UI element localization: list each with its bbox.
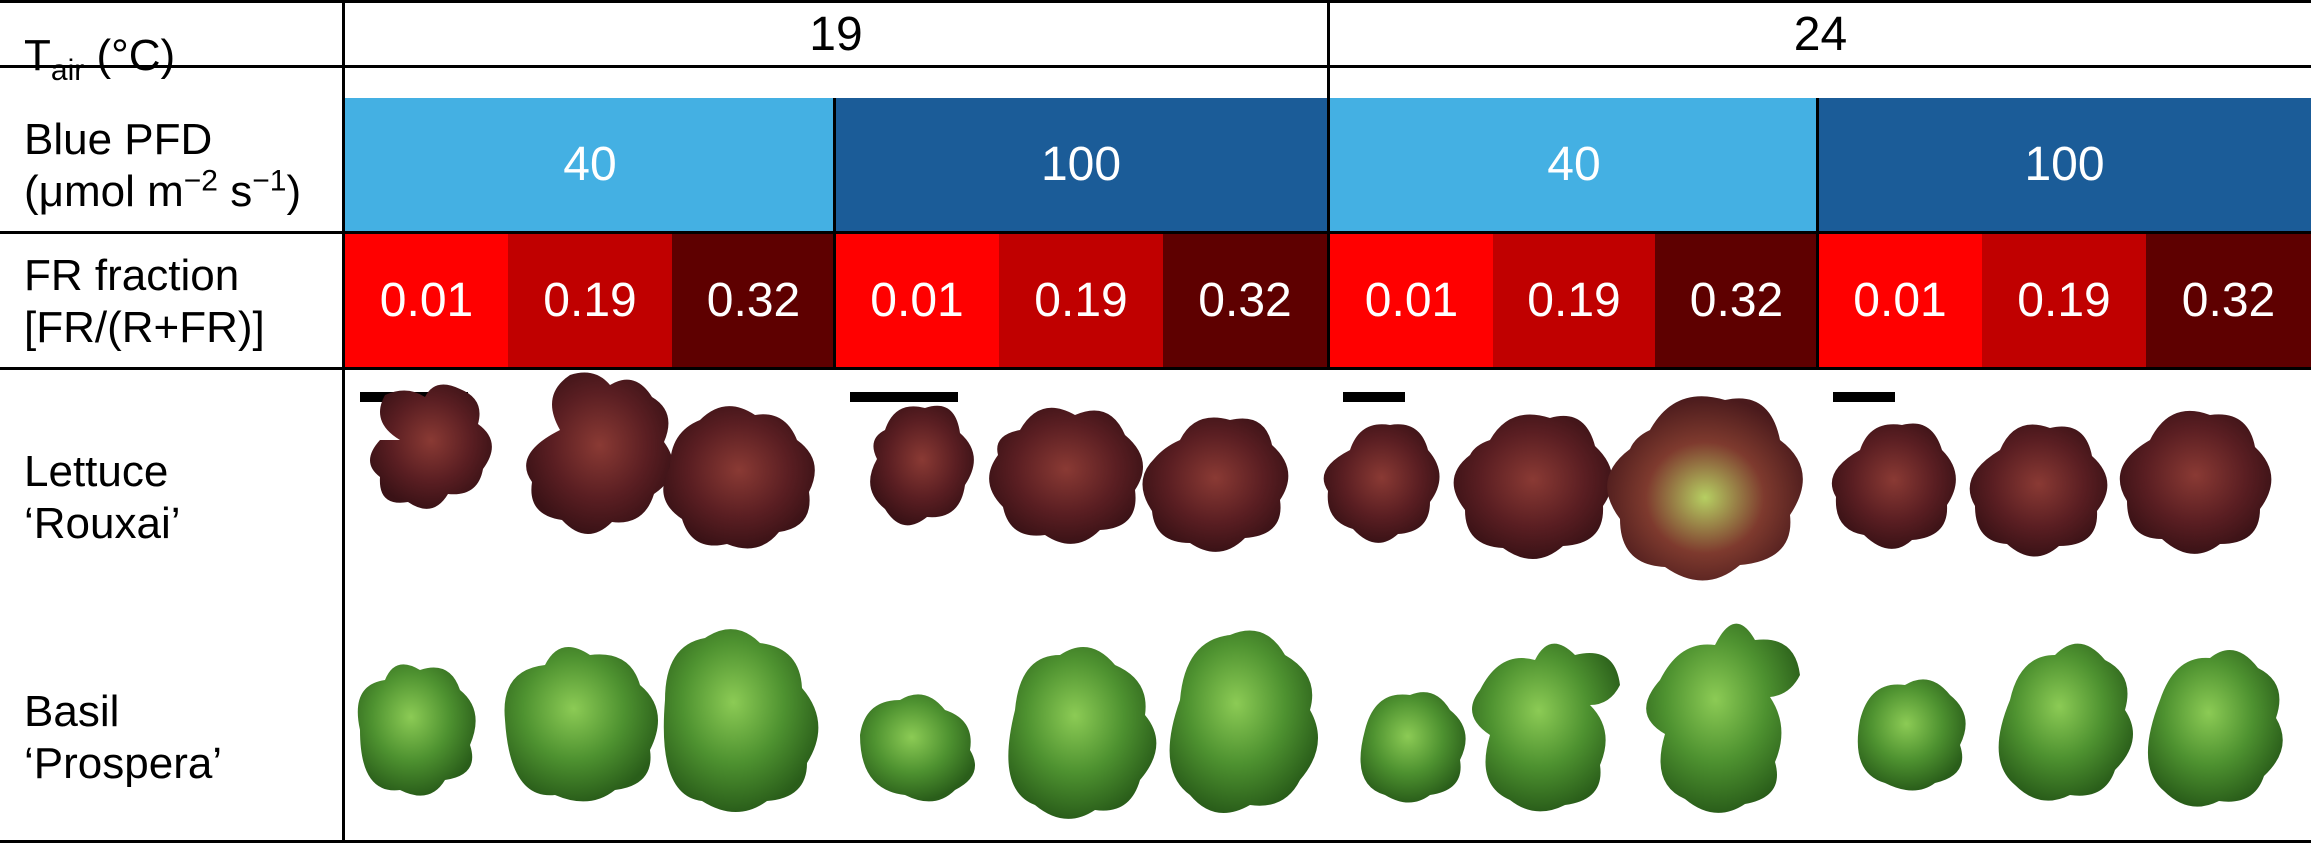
basil-plant-photo <box>504 647 658 802</box>
lettuce-plant-photo <box>1831 423 1956 549</box>
basil-plant-photo <box>1472 643 1620 812</box>
lettuce-plant-photo <box>370 384 492 509</box>
basil-plant-photo <box>663 629 819 812</box>
fr-fraction-cell: 0.19 <box>508 234 672 367</box>
label-column-divider <box>342 0 345 843</box>
row-divider <box>0 367 2311 370</box>
table-border-top <box>0 0 2311 3</box>
scale-bar <box>1833 392 1895 402</box>
basil-plant-photo <box>1857 679 1966 791</box>
basil-plant-photo <box>1008 647 1157 819</box>
blue-pfd-cell: 100 <box>1818 98 2311 231</box>
fr-fraction-cell: 0.32 <box>2146 234 2311 367</box>
basil-label-line1: Basil <box>24 687 120 736</box>
fr-fraction-cell: 0.01 <box>345 234 508 367</box>
lettuce-label-line1: Lettuce <box>24 447 169 496</box>
basil-row-label: Basil ‘Prospera’ <box>24 686 222 790</box>
fr-label-line2: [FR/(R+FR)] <box>24 303 265 352</box>
temperature-19-header: 19 <box>809 7 863 61</box>
tair-unit: (°C) <box>84 31 176 80</box>
lettuce-plant-photo <box>526 372 673 535</box>
basil-plant-photo <box>357 664 476 796</box>
lettuce-plant-photo <box>663 406 815 549</box>
fr-fraction-cell: 0.32 <box>672 234 835 367</box>
fr-fraction-cell: 0.01 <box>835 234 999 367</box>
lettuce-plant-photo <box>870 405 974 526</box>
basil-label-line2: ‘Prospera’ <box>24 739 223 788</box>
tair-symbol: T <box>24 31 51 80</box>
blue-pfd-cell: 100 <box>835 98 1327 231</box>
row-divider <box>0 231 2311 234</box>
blue-pfd-row-label: Blue PFD (μmol m−2 s−1) <box>24 114 301 218</box>
fr-fraction-cell: 0.32 <box>1163 234 1327 367</box>
scale-bar <box>850 392 958 402</box>
lettuce-plant-photo <box>2119 410 2272 554</box>
lettuce-label-line2: ‘Rouxai’ <box>24 499 181 548</box>
blue-pfd-divider <box>833 98 836 367</box>
blue-pfd-cell: 40 <box>345 98 835 231</box>
lettuce-plant-photo <box>1323 424 1440 543</box>
tair-subscript: air <box>50 53 85 87</box>
fr-label-line1: FR fraction <box>24 251 240 300</box>
basil-plant-photo <box>1360 692 1466 803</box>
fr-fraction-cell: 0.01 <box>1818 234 1982 367</box>
blue-pfd-label-line2: (μmol m−2 s−1) <box>24 164 302 216</box>
lettuce-plant-photo <box>1142 417 1289 552</box>
lettuce-plant-photo <box>1453 414 1613 560</box>
row-divider <box>0 65 2311 68</box>
blue-pfd-cell: 40 <box>1330 98 1818 231</box>
lettuce-plant-photo <box>1607 396 1803 581</box>
temperature-24-header: 24 <box>1793 7 1848 61</box>
basil-plant-photo <box>860 694 975 802</box>
fr-fraction-row-label: FR fraction [FR/(R+FR)] <box>24 250 265 354</box>
fr-fraction-cell: 0.19 <box>1493 234 1655 367</box>
lettuce-plant-photo <box>989 407 1143 544</box>
basil-plant-photo <box>1646 623 1800 813</box>
fr-fraction-cell: 0.01 <box>1330 234 1493 367</box>
lettuce-plant-photo <box>1969 424 2108 557</box>
temperature-divider <box>1327 0 1330 367</box>
tair-row-label: Tair (°C) <box>24 30 176 85</box>
blue-pfd-divider <box>1816 98 1819 367</box>
table-border-bottom <box>0 840 2311 843</box>
fr-fraction-cell: 0.19 <box>1982 234 2146 367</box>
basil-plant-photo <box>2147 650 2283 807</box>
basil-plant-photo <box>1169 630 1318 813</box>
fr-fraction-cell: 0.19 <box>999 234 1163 367</box>
basil-plant-photo <box>1998 643 2133 801</box>
blue-pfd-label-line1: Blue PFD <box>24 115 213 164</box>
fr-fraction-cell: 0.32 <box>1655 234 1818 367</box>
lettuce-row-label: Lettuce ‘Rouxai’ <box>24 446 181 550</box>
scale-bar <box>1343 392 1405 402</box>
